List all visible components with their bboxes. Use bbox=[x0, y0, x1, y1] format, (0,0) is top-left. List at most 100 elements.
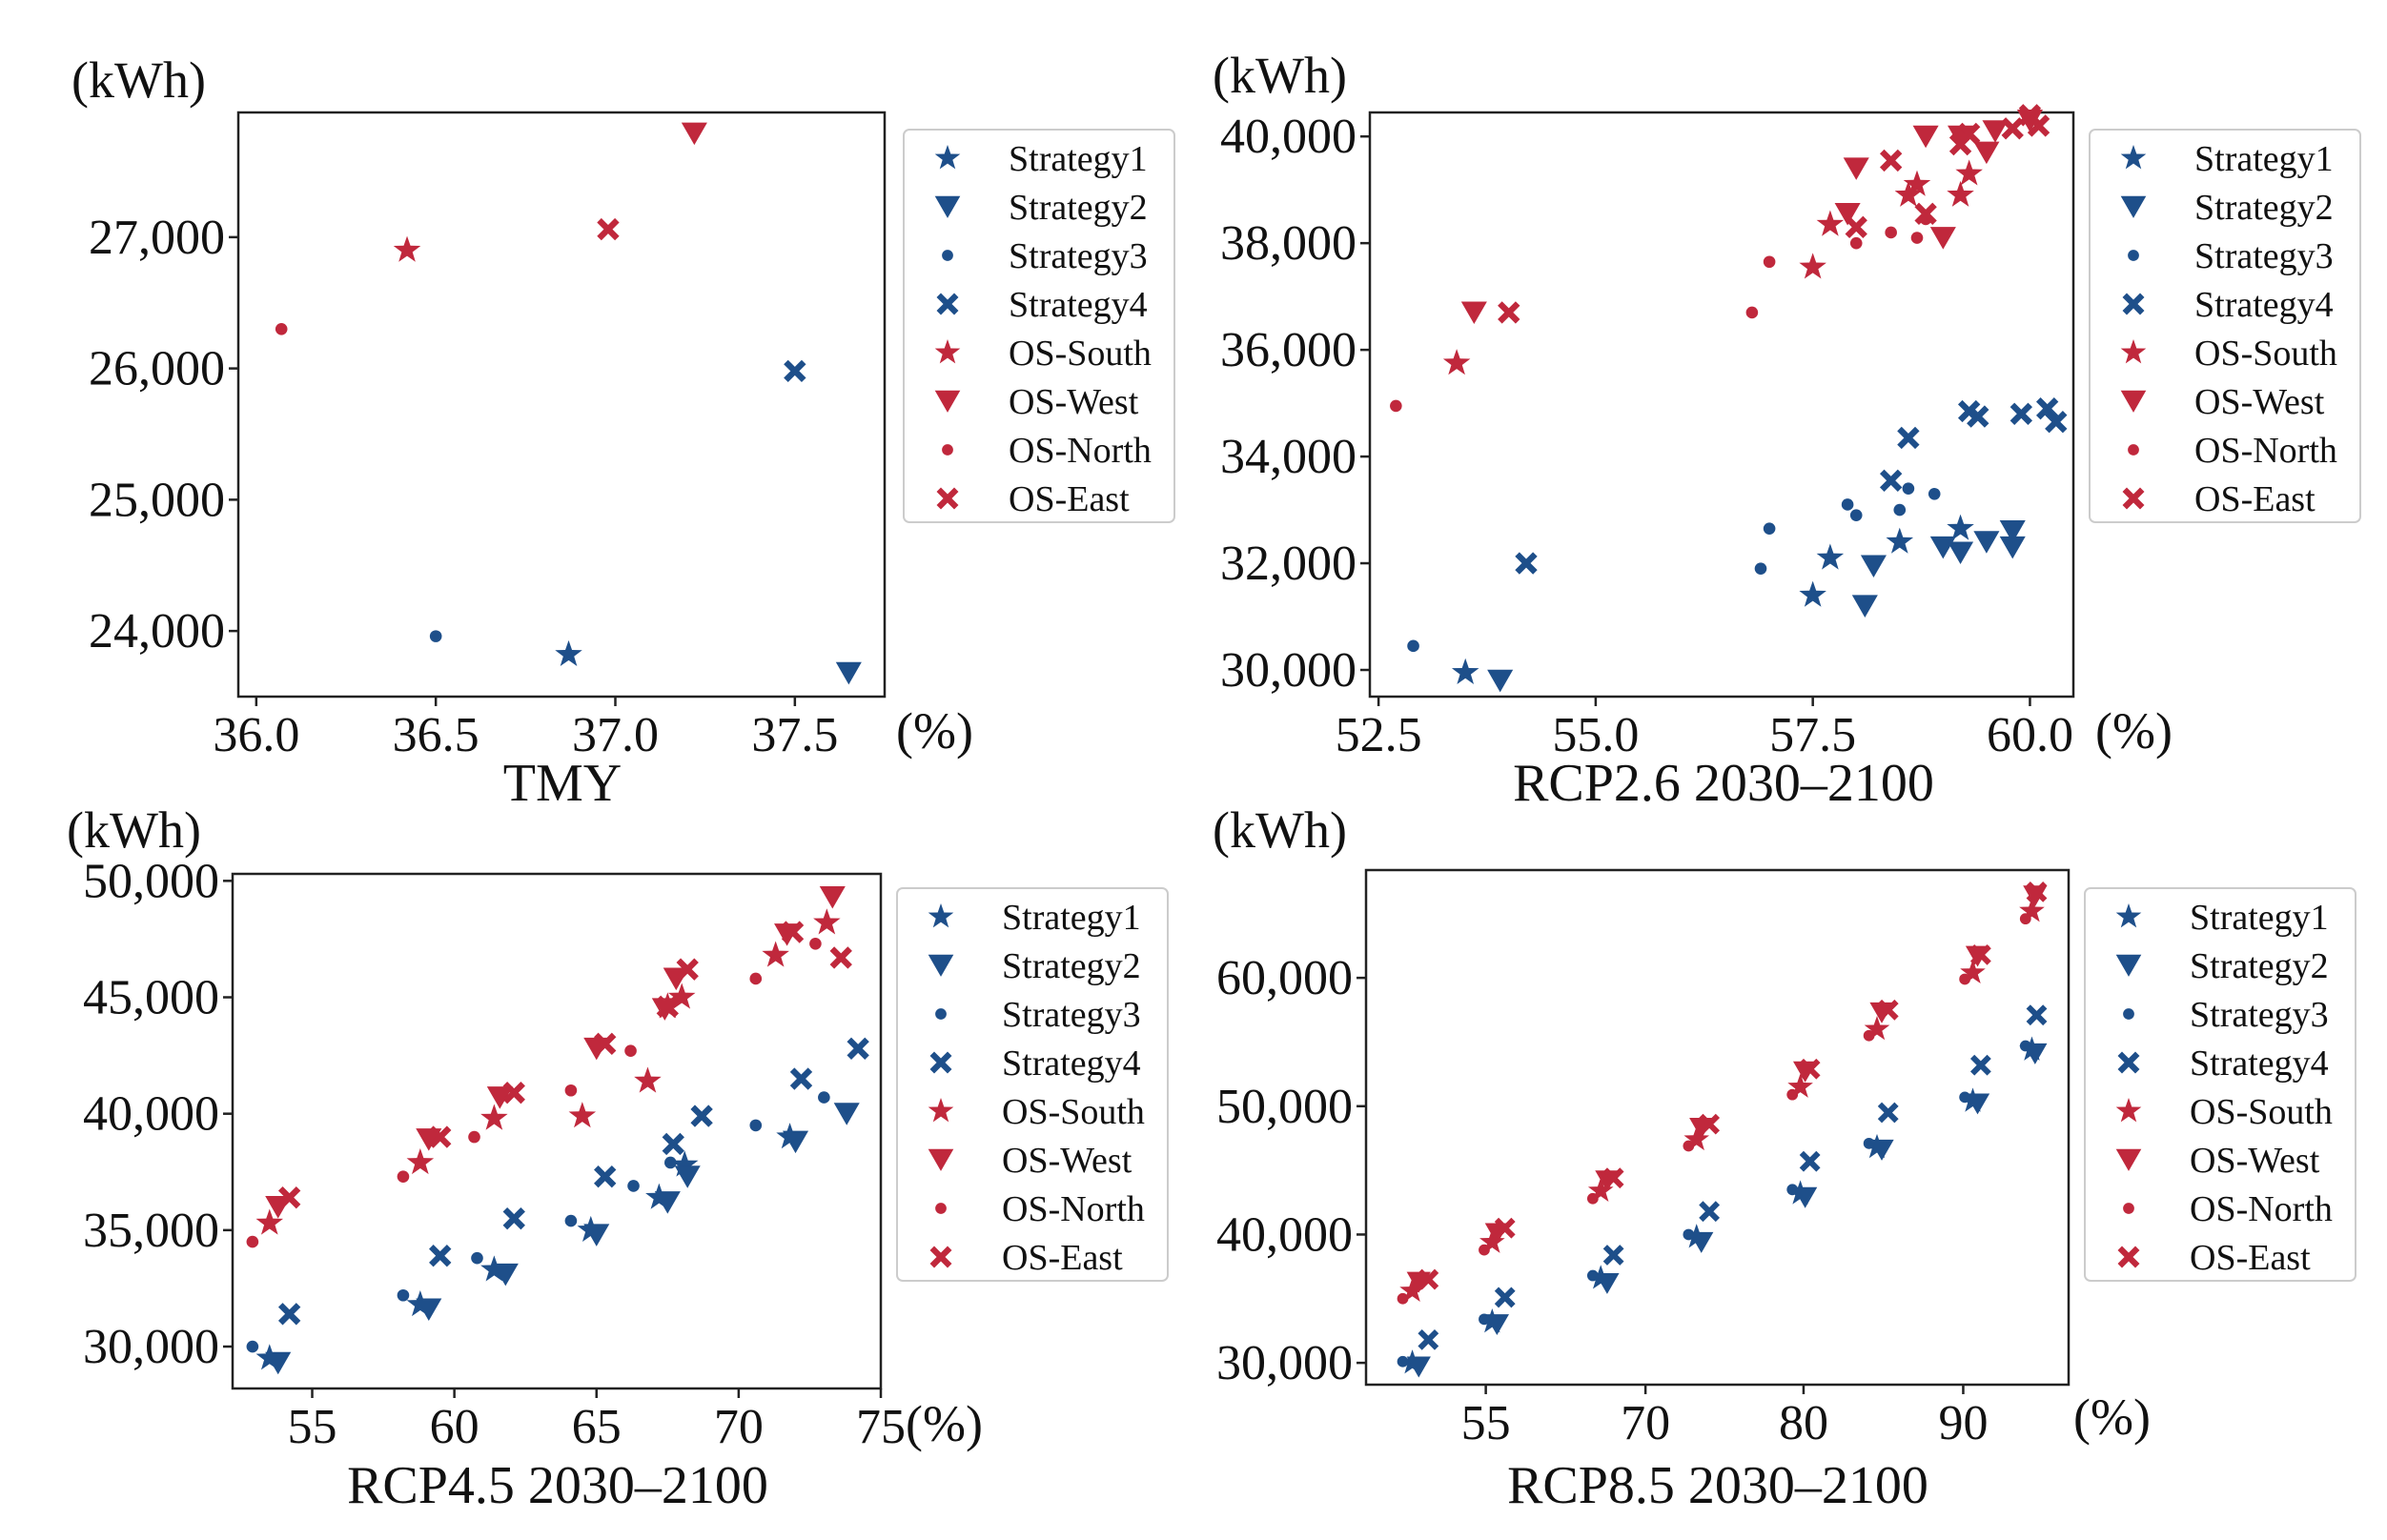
panel-caption: RCP4.5 2030–2100 bbox=[347, 1456, 768, 1515]
point-os-north bbox=[1763, 255, 1776, 269]
point-strategy1 bbox=[1799, 580, 1826, 607]
x-tick-label: 65 bbox=[572, 1400, 622, 1454]
x-tick-label: 80 bbox=[1779, 1396, 1828, 1450]
point-strategy3 bbox=[627, 1180, 640, 1192]
plot-frame bbox=[1368, 111, 2075, 699]
legend-entry: OS-West bbox=[1002, 1141, 1132, 1181]
point-strategy4 bbox=[2026, 1004, 2048, 1026]
legend-entry: OS-South bbox=[2190, 1092, 2333, 1132]
point-strategy4 bbox=[429, 1245, 452, 1267]
legend-marker bbox=[942, 250, 953, 261]
x-tick-label: 36.5 bbox=[393, 708, 479, 762]
y-tick-label: 30,000 bbox=[1220, 643, 1357, 698]
plot-frame bbox=[236, 111, 887, 699]
x-tick-label: 52.5 bbox=[1336, 708, 1422, 762]
legend-entry: OS-East bbox=[1009, 479, 1130, 519]
point-strategy4 bbox=[594, 1165, 617, 1188]
point-strategy2 bbox=[833, 1103, 860, 1125]
point-os-north bbox=[1959, 973, 1971, 985]
point-strategy1 bbox=[1947, 514, 1974, 540]
legend-entry: OS-North bbox=[1002, 1189, 1145, 1229]
y-tick-label: 34,000 bbox=[1220, 430, 1357, 484]
y-tick-label: 32,000 bbox=[1220, 537, 1357, 591]
legend-entry: OS-South bbox=[1002, 1092, 1145, 1132]
legend-marker bbox=[2128, 250, 2139, 261]
point-os-north bbox=[1397, 1292, 1409, 1305]
point-os-north bbox=[1849, 236, 1863, 250]
x-tick-label: 36.0 bbox=[213, 708, 299, 762]
point-strategy3 bbox=[1893, 503, 1907, 517]
y-tick-label: 40,000 bbox=[1220, 110, 1357, 164]
point-strategy4 bbox=[1699, 1201, 1721, 1223]
point-strategy2 bbox=[835, 661, 862, 685]
point-strategy3 bbox=[2019, 1040, 2031, 1052]
legend-marker bbox=[2123, 1203, 2134, 1214]
y-tick-label: 25,000 bbox=[89, 473, 225, 527]
point-strategy2 bbox=[674, 1165, 701, 1188]
y-unit-label: (kWh) bbox=[71, 51, 206, 109]
point-os-west bbox=[1912, 125, 1939, 149]
legend-marker bbox=[942, 444, 953, 456]
x-ticks: 55 60 65 70 75 bbox=[288, 1388, 906, 1454]
point-strategy3 bbox=[1902, 482, 1915, 495]
y-tick-label: 24,000 bbox=[89, 604, 225, 659]
legend-frame bbox=[896, 887, 1169, 1282]
point-os-north bbox=[275, 322, 288, 335]
y-ticks: 24,000 25,000 26,000 27,000 bbox=[89, 211, 238, 659]
markers bbox=[1390, 104, 2068, 693]
point-os-north bbox=[1863, 1029, 1875, 1042]
point-strategy4 bbox=[1494, 1287, 1516, 1308]
point-strategy4 bbox=[690, 1104, 713, 1127]
legend-entry: Strategy3 bbox=[1002, 995, 1141, 1035]
y-tick-label: 27,000 bbox=[89, 211, 225, 265]
point-os-north bbox=[749, 972, 763, 985]
y-tick-label: 35,000 bbox=[83, 1204, 219, 1258]
point-os-west bbox=[819, 886, 846, 909]
point-strategy1 bbox=[1816, 543, 1845, 570]
legend-entry: OS-South bbox=[2194, 334, 2337, 374]
legend-marker bbox=[2123, 1008, 2134, 1020]
legend-entry: Strategy1 bbox=[2190, 898, 2329, 938]
legend-entry: OS-South bbox=[1009, 334, 1152, 374]
point-os-north bbox=[624, 1044, 637, 1058]
x-tick-label: 90 bbox=[1938, 1396, 1988, 1450]
point-strategy4 bbox=[1967, 405, 1989, 428]
y-unit-label: (kWh) bbox=[67, 801, 201, 859]
point-strategy3 bbox=[564, 1214, 578, 1227]
point-os-north bbox=[2019, 913, 2031, 925]
panel-rcp45: (kWh) 30,000 35,000 40,000 45,000 50,000 55 6… bbox=[67, 801, 1169, 1515]
markers bbox=[1397, 881, 2048, 1378]
point-strategy2 bbox=[1948, 541, 1974, 564]
y-tick-label: 38,000 bbox=[1220, 216, 1357, 271]
panel-caption: RCP2.6 2030–2100 bbox=[1513, 754, 1934, 813]
x-tick-label: 57.5 bbox=[1769, 708, 1856, 762]
x-tick-label: 37.0 bbox=[572, 708, 659, 762]
point-strategy4 bbox=[1602, 1245, 1624, 1266]
point-os-south bbox=[1442, 349, 1471, 375]
point-strategy4 bbox=[847, 1037, 869, 1060]
legend-marker bbox=[2128, 444, 2139, 456]
point-os-east bbox=[829, 946, 852, 969]
point-strategy2 bbox=[1851, 595, 1878, 618]
point-os-north bbox=[1885, 226, 1897, 239]
legend-entry: OS-East bbox=[2194, 479, 2316, 519]
point-strategy4 bbox=[784, 359, 806, 383]
point-strategy3 bbox=[1407, 639, 1419, 653]
y-unit-label: (kWh) bbox=[1213, 47, 1347, 104]
legend-frame bbox=[903, 129, 1175, 523]
point-strategy3 bbox=[429, 630, 442, 642]
legend-entry: Strategy3 bbox=[2194, 236, 2334, 276]
markers bbox=[275, 122, 862, 685]
legend-entry: OS-West bbox=[2194, 382, 2325, 422]
legend-entry: Strategy3 bbox=[2190, 995, 2329, 1035]
legend-entry: Strategy4 bbox=[2190, 1044, 2329, 1084]
point-strategy4 bbox=[662, 1132, 684, 1156]
legend: Strategy1 Strategy2 Strategy3 Strategy4 OS-S… bbox=[896, 887, 1169, 1282]
legend-entry: Strategy2 bbox=[2190, 946, 2329, 986]
point-strategy4 bbox=[1969, 1054, 1991, 1076]
point-os-north bbox=[1786, 1088, 1799, 1101]
point-os-north bbox=[468, 1130, 480, 1144]
